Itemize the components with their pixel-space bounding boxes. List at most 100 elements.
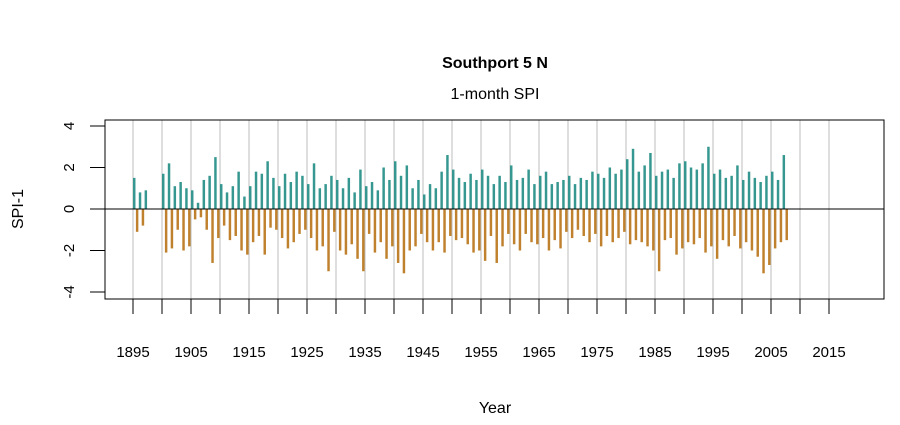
spi-bar — [785, 209, 788, 241]
spi-bar — [452, 169, 455, 209]
spi-bar — [336, 179, 339, 209]
spi-bar — [170, 209, 174, 249]
spi-bar — [692, 209, 696, 245]
x-tick-label: 1975 — [580, 344, 613, 361]
spi-bar — [396, 209, 400, 263]
spi-bar — [373, 209, 377, 253]
spi-bar — [504, 182, 507, 209]
spi-bar — [344, 209, 348, 255]
spi-bar — [698, 209, 701, 239]
spi-bar — [333, 209, 336, 232]
spi-bar — [562, 179, 565, 209]
spi-bar — [611, 209, 614, 243]
spi-bar — [643, 165, 646, 209]
x-axis-label: Year — [479, 400, 512, 417]
spi-bar — [742, 179, 745, 209]
spi-bar — [173, 186, 177, 209]
spi-bar — [449, 209, 452, 236]
spi-bar — [254, 171, 258, 209]
spi-bar — [382, 167, 385, 209]
spi-bar — [660, 171, 664, 209]
spi-bar — [179, 182, 182, 209]
spi-bar — [353, 192, 356, 209]
spi-bar — [666, 169, 670, 209]
spi-bar — [568, 175, 571, 209]
spi-bar — [472, 209, 475, 253]
spi-bar — [495, 209, 498, 263]
spi-bar — [460, 209, 464, 239]
spi-bar — [338, 209, 342, 251]
spi-bar — [469, 173, 472, 209]
spi-bar — [243, 196, 246, 209]
spi-bar — [599, 209, 603, 247]
spi-bar — [550, 184, 554, 209]
spi-bar — [266, 161, 269, 209]
spi-bar — [388, 179, 391, 209]
spi-bar — [556, 182, 559, 209]
spi-bar — [573, 184, 577, 209]
spi-bar — [379, 209, 382, 243]
spi-bar — [182, 209, 185, 251]
spi-bar — [576, 209, 580, 230]
spi-bar — [301, 175, 304, 209]
spi-bar — [454, 209, 458, 241]
spi-bar — [730, 175, 733, 209]
spi-bar — [521, 177, 525, 209]
spi-bar — [394, 161, 397, 209]
spi-bar — [715, 209, 719, 259]
spi-bar — [263, 209, 266, 255]
spi-bar — [327, 209, 330, 272]
spi-bar — [286, 209, 290, 249]
spi-bar — [321, 209, 324, 247]
spi-bar — [370, 182, 374, 209]
spi-bar — [768, 209, 771, 266]
spi-bar — [724, 177, 728, 209]
spi-bar — [437, 209, 440, 243]
spi-bar — [585, 179, 588, 209]
spi-bar — [414, 209, 417, 247]
spi-bar — [185, 188, 188, 209]
spi-bar — [492, 184, 496, 209]
spi-bar — [640, 209, 643, 243]
spi-bar — [228, 209, 232, 241]
spi-bar — [489, 209, 493, 236]
spi-bar — [138, 192, 142, 209]
spi-bar — [240, 209, 243, 251]
spi-bar — [628, 209, 632, 245]
spi-bar — [570, 209, 574, 239]
spi-bar — [402, 209, 406, 274]
spi-bar — [597, 173, 600, 209]
spi-bar — [399, 175, 403, 209]
x-tick-label: 1945 — [406, 344, 439, 361]
spi-bar — [367, 209, 371, 234]
spi-bar — [196, 202, 200, 209]
spi-bar — [515, 179, 519, 209]
spi-bar — [167, 163, 171, 209]
spi-bar — [135, 209, 139, 232]
spi-bar — [440, 171, 443, 209]
spi-bar — [686, 209, 690, 243]
spi-bar — [428, 184, 432, 209]
spi-bar — [312, 163, 316, 209]
spi-bar — [222, 209, 226, 226]
chart-title: Southport 5 N — [442, 55, 548, 72]
spi-bar — [704, 209, 707, 253]
spi-bar — [283, 173, 287, 209]
x-tick-label: 1985 — [638, 344, 671, 361]
spi-bar — [582, 209, 585, 236]
spi-bar — [695, 169, 699, 209]
spi-bar — [385, 209, 388, 259]
spi-bar — [324, 184, 327, 209]
spi-bar — [457, 177, 461, 209]
x-axis: 1895 1905 1915 1925 1935 1945 1955 1965 1975 1985… — [116, 299, 846, 361]
spi-bar — [501, 209, 504, 247]
spi-bar — [684, 161, 687, 209]
spi-bar — [678, 163, 681, 209]
y-tick-label: 0 — [61, 205, 78, 213]
spi-bar — [307, 184, 310, 209]
spi-bar — [608, 167, 612, 209]
spi-bar — [605, 209, 609, 236]
spi-bar — [431, 209, 435, 251]
spi-bar — [759, 182, 762, 209]
spi-bar — [411, 188, 414, 209]
